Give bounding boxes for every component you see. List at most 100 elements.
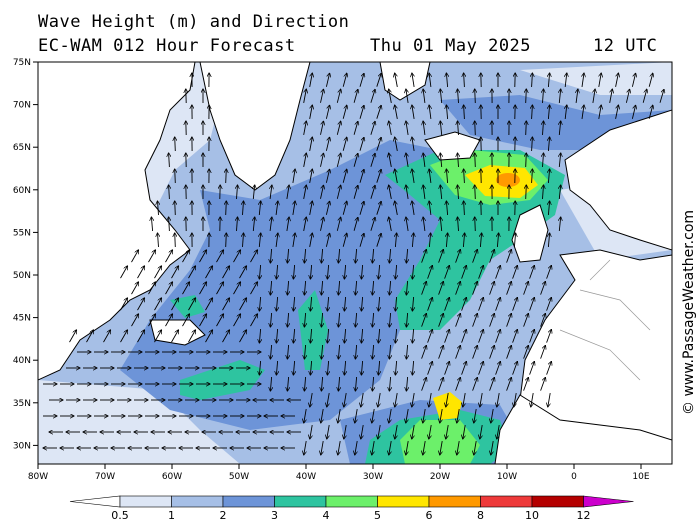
wave-arrow — [325, 73, 329, 87]
wave-arrow — [120, 266, 128, 279]
wave-arrow — [321, 344, 322, 359]
wave-arrow — [543, 153, 544, 168]
wave-arrow — [353, 121, 358, 135]
wave-arrow — [342, 233, 347, 247]
lat-label: 75N — [13, 58, 31, 68]
wave-arrow — [497, 233, 498, 248]
lat-label: 35N — [13, 399, 31, 409]
wave-arrow — [355, 248, 356, 263]
wave-arrow — [222, 266, 230, 279]
wave-arrow — [529, 329, 535, 343]
wave-arrow — [372, 280, 373, 295]
lat-label: 40N — [13, 356, 31, 366]
wave-arrow — [169, 217, 170, 232]
wave-arrow — [455, 313, 461, 327]
wave-arrow — [406, 441, 408, 455]
latitude-axis: 75N 70N 65N 60N 55N 50N 45N 40N 35N 30N — [13, 58, 38, 451]
wave-arrow — [336, 185, 340, 199]
wave-arrow — [532, 73, 533, 88]
wave-arrow — [440, 153, 441, 168]
wave-arrow — [429, 201, 431, 215]
wave-arrow — [376, 105, 381, 119]
wave-arrow — [120, 298, 128, 311]
wave-arrow — [137, 330, 145, 343]
wave-arrow — [463, 393, 465, 407]
wave-arrow — [389, 409, 391, 423]
legend-label: 4 — [323, 509, 330, 522]
wave-arrow — [205, 298, 213, 311]
wave-arrow — [457, 441, 459, 455]
legend-swatch — [171, 495, 224, 508]
wave-arrow — [321, 312, 322, 327]
wave-arrow — [548, 73, 549, 88]
wave-arrow — [320, 121, 324, 135]
wave-arrow — [353, 185, 358, 199]
wave-arrow — [148, 250, 156, 263]
longitude-axis: 80W 70W 60W 50W 40W 30W 20W 10W 0 10E — [28, 464, 650, 482]
wave-arrow — [559, 217, 560, 232]
wave-arrow — [440, 89, 441, 104]
wave-arrow — [342, 137, 347, 151]
wave-arrow — [287, 344, 288, 359]
wave-arrow — [175, 233, 176, 248]
legend-max-arrow — [583, 495, 634, 508]
wave-arrow — [336, 217, 340, 231]
wave-arrow — [259, 264, 260, 279]
wave-arrow — [444, 329, 450, 343]
wave-arrow — [506, 249, 512, 263]
wave-arrow — [412, 264, 413, 279]
wave-arrow — [327, 328, 328, 343]
wave-arrow — [270, 376, 271, 391]
wave-arrow — [376, 137, 381, 151]
wave-arrow — [478, 329, 484, 343]
wave-arrow — [429, 73, 431, 87]
wave-arrow — [205, 266, 213, 279]
wave-arrow — [472, 281, 478, 295]
wave-arrow — [457, 409, 459, 423]
wave-arrow — [154, 298, 162, 311]
wave-arrow — [429, 425, 431, 439]
wave-arrow — [423, 217, 425, 231]
wave-arrow — [216, 314, 224, 327]
wave-arrow — [472, 377, 478, 391]
model-label: EC-WAM 012 Hour Forecast — [38, 36, 296, 56]
wave-arrow — [532, 105, 533, 120]
wave-arrow — [336, 89, 340, 103]
wave-arrow — [120, 330, 128, 343]
wave-arrow — [458, 185, 459, 200]
wave-arrow — [446, 201, 447, 216]
wave-arrow — [310, 425, 312, 439]
wave-direction-arrows — [43, 73, 664, 455]
wave-arrow — [389, 376, 390, 391]
wave-arrow — [327, 360, 328, 375]
wave-arrow — [171, 266, 179, 279]
wave-arrow — [458, 121, 459, 136]
wave-arrow — [421, 377, 427, 391]
wave-arrow — [526, 89, 527, 104]
wave-arrow — [395, 233, 396, 248]
wave-arrow — [472, 249, 478, 263]
wave-arrow — [495, 297, 501, 311]
wave-arrow — [495, 265, 501, 279]
wave-arrow — [344, 425, 346, 439]
wave-arrow — [421, 249, 427, 263]
lon-label: 0 — [571, 472, 577, 482]
legend-swatch — [119, 495, 172, 508]
wave-arrow — [461, 265, 467, 279]
wave-arrow — [344, 264, 345, 279]
wave-arrow — [320, 89, 324, 103]
wave-arrow — [440, 441, 442, 455]
wave-arrow — [372, 312, 373, 327]
wave-arrow — [438, 281, 444, 295]
legend-swatch — [274, 495, 327, 508]
legend-label: 1 — [168, 509, 175, 522]
wave-arrow — [310, 328, 311, 343]
wave-arrow — [648, 105, 653, 119]
watermark: © www.PassageWeather.com — [681, 210, 697, 415]
wave-arrow — [259, 201, 260, 216]
lon-label: 10W — [497, 472, 517, 482]
wave-arrow — [304, 441, 306, 455]
land-greenland — [199, 62, 311, 191]
wave-arrow — [239, 266, 247, 279]
wave-arrow — [270, 248, 271, 263]
